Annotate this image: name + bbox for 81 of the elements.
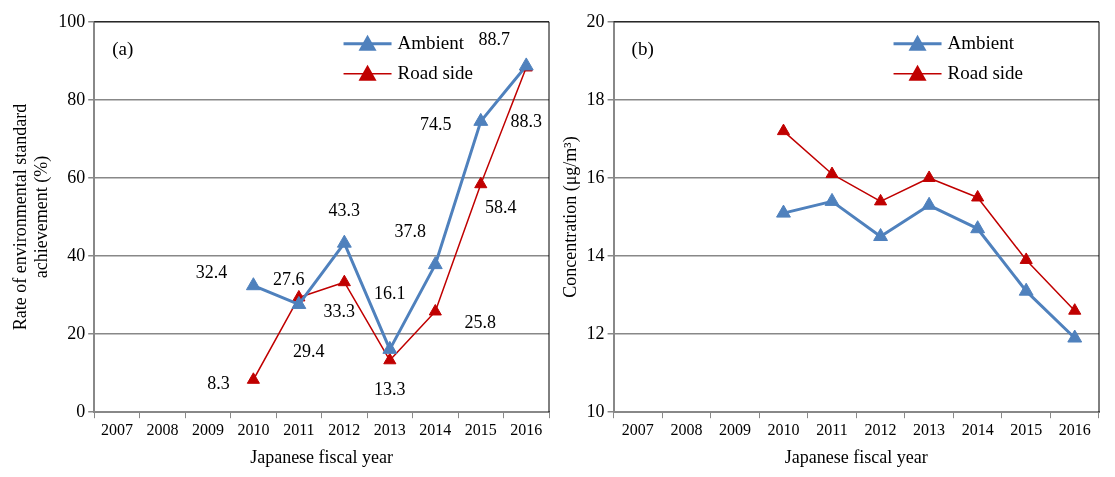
point: [970, 220, 986, 234]
x-tick-label: 2007: [621, 421, 654, 438]
point: [874, 193, 888, 206]
y-tick-label: 14: [586, 244, 605, 265]
data-label: 33.3: [323, 300, 356, 321]
x-tick-label: 2010: [767, 421, 800, 438]
y-tick-label: 12: [586, 322, 605, 343]
point: [873, 228, 888, 242]
x-tick-label: 2009: [718, 421, 751, 438]
x-tick-label: 2012: [864, 421, 897, 438]
x-tick-label: 2013: [373, 421, 406, 438]
x-tick-label: 2009: [191, 421, 224, 438]
point: [246, 372, 260, 384]
point: [824, 192, 840, 206]
legend-label: Road side: [397, 61, 474, 83]
point: [1067, 329, 1083, 343]
x-tick-label: 2008: [146, 421, 179, 438]
x-tick-label: 2012: [328, 421, 361, 438]
y-tick-label: 100: [58, 10, 86, 31]
data-label: 74.5: [420, 114, 452, 135]
point: [1068, 303, 1082, 315]
y-tick-label: 0: [76, 400, 86, 421]
x-axis-title: Japanese fiscal year: [250, 446, 394, 467]
annotation: (b): [631, 37, 654, 60]
x-tick-label: 2008: [670, 421, 703, 438]
point: [291, 295, 307, 309]
x-tick-label: 2015: [1010, 421, 1043, 438]
data-label: 37.8: [394, 221, 427, 242]
point: [427, 256, 443, 270]
data-label: 43.3: [328, 199, 361, 220]
x-tick-label: 2016: [510, 421, 543, 438]
point: [428, 303, 442, 316]
point: [245, 277, 261, 291]
point: [825, 166, 839, 179]
point: [382, 340, 398, 354]
y-tick-label: 80: [67, 88, 86, 109]
x-tick-label: 2015: [464, 421, 497, 438]
data-label: 58.4: [485, 196, 517, 217]
point: [1018, 282, 1034, 296]
point: [473, 112, 489, 126]
point: [474, 176, 488, 189]
point: [336, 234, 352, 248]
annotation: (a): [112, 37, 134, 60]
legend-label: Road side: [947, 61, 1024, 83]
x-tick-label: 2016: [1058, 421, 1091, 438]
point: [383, 352, 397, 365]
y-tick-label: 20: [586, 10, 605, 31]
point: [776, 123, 791, 136]
data-label: 27.6: [273, 269, 305, 290]
data-label: 25.8: [464, 312, 497, 333]
data-label: 8.3: [207, 372, 230, 393]
x-tick-label: 2014: [961, 421, 994, 438]
y-tick-label: 18: [586, 88, 605, 109]
data-label: 13.3: [374, 379, 406, 400]
point: [1019, 252, 1033, 264]
x-tick-label: 2011: [816, 421, 848, 438]
x-axis-title: Japanese fiscal year: [784, 446, 928, 467]
y-axis-title: Concentration (μg/m³): [559, 136, 581, 298]
data-label: 88.7: [478, 28, 511, 49]
y-tick-label: 16: [586, 166, 605, 187]
data-label: 88.3: [510, 111, 543, 132]
y-tick-label: 40: [67, 244, 86, 265]
x-tick-label: 2011: [283, 421, 315, 438]
point: [776, 204, 791, 218]
x-tick-label: 2010: [237, 421, 270, 438]
x-tick-label: 2007: [100, 421, 133, 438]
data-label: 16.1: [374, 283, 406, 304]
y-tick-label: 60: [67, 166, 86, 187]
point: [921, 196, 937, 210]
y-tick-label: 20: [67, 322, 86, 343]
y-tick-label: 10: [586, 400, 605, 421]
legend-label: Ambient: [947, 31, 1015, 53]
point: [971, 189, 985, 202]
x-tick-label: 2014: [419, 421, 452, 438]
y-axis-title: Rate of environmental standard achievement (%): [9, 103, 53, 331]
data-label: 29.4: [293, 341, 325, 362]
data-label: 32.4: [195, 262, 228, 283]
point: [922, 170, 936, 182]
x-tick-label: 2013: [913, 421, 946, 438]
point: [337, 274, 351, 287]
legend-label: Ambient: [397, 31, 465, 53]
